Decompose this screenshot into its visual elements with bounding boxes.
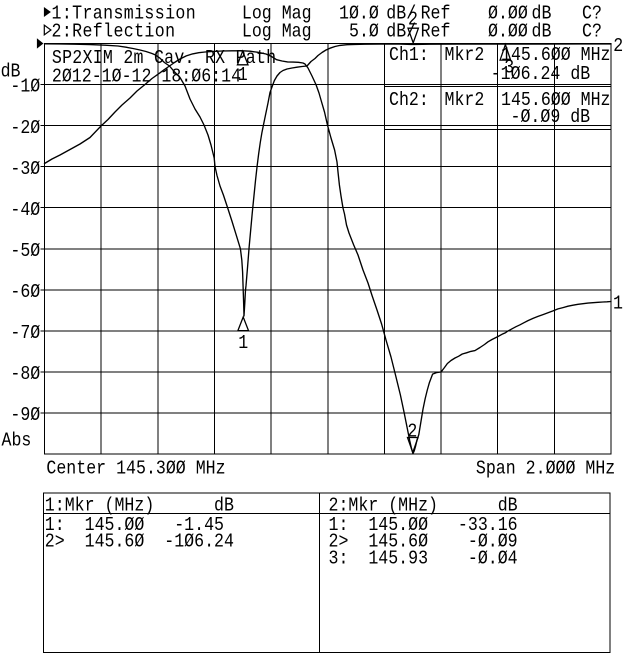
svg-text:5.Ø: 5.Ø [349,22,379,43]
svg-text:-2Ø: -2Ø [10,118,40,139]
svg-text:145.6ØØ MHz: 145.6ØØ MHz [501,90,611,111]
svg-text:-Ø.Ø9 dB: -Ø.Ø9 dB [511,107,591,128]
svg-text:Ø.ØØ: Ø.ØØ [488,3,528,24]
svg-text:2: 2 [407,422,417,443]
svg-text:-1Ø: -1Ø [10,77,40,98]
svg-text:1: 1 [238,65,248,86]
svg-text:2Ø12-1Ø-12 18:Ø6:14: 2Ø12-1Ø-12 18:Ø6:14 [52,67,241,88]
svg-text:Span 2.ØØØ MHz: Span 2.ØØØ MHz [476,459,615,480]
svg-text:-3Ø: -3Ø [10,159,40,180]
svg-text:2> 145.6Ø -Ø.Ø9: 2> 145.6Ø -Ø.Ø9 [329,532,518,553]
svg-text:2: 2 [613,36,623,57]
svg-text:dB: dB [532,3,552,24]
svg-text:SP2XIM 2m Cav. RX Path: SP2XIM 2m Cav. RX Path [52,48,276,69]
svg-text:Mkr2: Mkr2 [445,45,485,66]
svg-text:145.6ØØ MHz: 145.6ØØ MHz [501,45,611,66]
svg-text:-9Ø: -9Ø [10,405,40,426]
svg-text:C?: C? [582,3,602,24]
svg-text:2:Mkr (MHz) dB: 2:Mkr (MHz) dB [329,496,518,517]
svg-text:-5Ø: -5Ø [10,241,40,262]
svg-text:Log Mag: Log Mag [242,3,312,24]
svg-text:-8Ø: -8Ø [10,364,40,385]
svg-text:Ø.ØØ: Ø.ØØ [488,22,528,43]
svg-text:Mkr2: Mkr2 [445,90,485,111]
svg-text:-6Ø: -6Ø [10,282,40,303]
svg-text:Ref: Ref [421,3,451,24]
svg-text:1:Mkr (MHz) dB: 1:Mkr (MHz) dB [45,496,234,517]
svg-text:Log Mag: Log Mag [242,22,312,43]
svg-text:2: 2 [408,10,418,31]
svg-text:dB: dB [532,22,552,43]
svg-text:dB/: dB/ [386,22,416,43]
svg-text:1: 145.ØØ -1.45: 1: 145.ØØ -1.45 [45,515,224,536]
svg-text:-4Ø: -4Ø [10,200,40,221]
svg-text:1Ø.Ø: 1Ø.Ø [339,3,379,24]
svg-text:1: 145.ØØ -33.16: 1: 145.ØØ -33.16 [329,515,518,536]
svg-text:dB: dB [1,61,21,82]
svg-text:dB/: dB/ [386,3,416,24]
svg-text:Ch2:: Ch2: [389,90,429,111]
svg-text:Center 145.3ØØ MHz: Center 145.3ØØ MHz [46,459,225,480]
svg-text:Ch1:: Ch1: [389,45,429,66]
svg-text:1: 1 [238,333,248,354]
svg-text:1: 1 [613,294,623,315]
svg-text:Ref: Ref [421,22,451,43]
svg-text:Abs: Abs [2,430,32,451]
svg-text:3: 145.93 -Ø.Ø4: 3: 145.93 -Ø.Ø4 [329,548,518,569]
svg-text:2:Reflection: 2:Reflection [52,22,176,43]
svg-text:-7Ø: -7Ø [10,323,40,344]
svg-text:1:Transmission: 1:Transmission [52,3,197,24]
svg-text:C?: C? [582,22,602,43]
svg-text:-1Ø6.24 dB: -1Ø6.24 dB [491,64,591,85]
svg-text:3: 3 [504,58,514,79]
svg-text:2> 145.6Ø -1Ø6.24: 2> 145.6Ø -1Ø6.24 [45,532,234,553]
